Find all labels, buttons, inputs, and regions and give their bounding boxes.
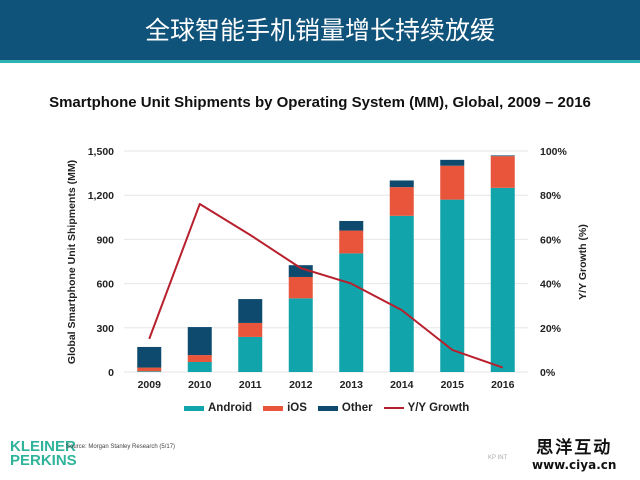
logo-line-1: KLEINER bbox=[10, 438, 76, 455]
legend-item-ios: iOS bbox=[263, 402, 307, 414]
watermark-url: www.ciya.cn bbox=[532, 458, 617, 472]
y-axis-right-ticks: 0% 20% 40% 60% 80% 100% bbox=[540, 146, 568, 379]
y2-tick-label: 40% bbox=[540, 279, 562, 291]
bar-other-2016 bbox=[490, 155, 515, 157]
bar-other-2012 bbox=[288, 265, 313, 277]
legend-label-ios: iOS bbox=[287, 402, 307, 414]
y-tick-label: 600 bbox=[96, 279, 114, 291]
y2-tick-label: 0% bbox=[540, 367, 556, 379]
y-tick-label: 1,200 bbox=[88, 190, 114, 202]
legend-item-other: Other bbox=[317, 402, 373, 414]
growth-line-group bbox=[148, 203, 504, 369]
slide-title: 全球智能手机销量增长持续放缓 bbox=[144, 16, 495, 45]
watermark-name: 思洋互动 bbox=[536, 438, 613, 458]
bar-ios-2011 bbox=[238, 322, 263, 337]
legend-swatch-ios bbox=[263, 405, 284, 411]
y2-tick-label: 80% bbox=[540, 190, 562, 202]
bar-ios-2015 bbox=[440, 165, 465, 200]
x-tick-label: 2013 bbox=[340, 379, 364, 391]
chart-legend: Android iOS Other Y/Y Growth bbox=[184, 399, 480, 417]
bar-android-2009 bbox=[137, 371, 162, 372]
watermark: 思洋互动 www.ciya.cn bbox=[532, 438, 616, 472]
legend-label-android: Android bbox=[208, 402, 253, 414]
y-axis-right-label: Y/Y Growth (%) bbox=[577, 224, 589, 300]
x-tick-label: 2016 bbox=[491, 379, 515, 391]
x-tick-label: 2011 bbox=[239, 379, 262, 391]
chart-title: Smartphone Unit Shipments by Operating S… bbox=[49, 94, 591, 111]
gridlines bbox=[124, 150, 528, 373]
bar-android-2016 bbox=[490, 187, 515, 372]
bar-other-2010 bbox=[187, 327, 212, 356]
x-tick-label: 2010 bbox=[188, 379, 212, 391]
x-tick-label: 2012 bbox=[289, 379, 313, 391]
legend-item-android: Android bbox=[184, 402, 252, 414]
bar-ios-2014 bbox=[389, 187, 414, 216]
y2-tick-label: 20% bbox=[540, 323, 562, 335]
bar-android-2012 bbox=[288, 298, 313, 372]
legend-label-growth: Y/Y Growth bbox=[407, 402, 470, 414]
bar-android-2014 bbox=[389, 215, 414, 372]
bar-android-2011 bbox=[238, 336, 263, 372]
header-accent-line bbox=[0, 60, 640, 63]
legend-swatch-growth bbox=[383, 407, 404, 409]
bar-android-2015 bbox=[440, 199, 465, 372]
x-tick-label: 2014 bbox=[390, 379, 414, 391]
legend-item-growth: Y/Y Growth bbox=[383, 402, 470, 414]
bar-ios-2012 bbox=[288, 276, 313, 299]
bar-other-2011 bbox=[238, 299, 263, 323]
source-note: Source: Morgan Stanley Research (5/17) bbox=[66, 444, 176, 450]
y-tick-label: 1,500 bbox=[88, 146, 114, 158]
y-tick-label: 900 bbox=[96, 234, 114, 246]
x-axis-ticks: 2009 2010 2011 2012 2013 2014 2015 2016 bbox=[138, 379, 515, 391]
bar-android-2013 bbox=[339, 253, 364, 372]
bar-other-2015 bbox=[440, 159, 465, 166]
y2-tick-label: 100% bbox=[540, 146, 568, 158]
legend-label-other: Other bbox=[341, 402, 373, 414]
bar-ios-2013 bbox=[339, 230, 364, 254]
y-tick-label: 0 bbox=[108, 367, 114, 379]
legend-swatch-android bbox=[184, 405, 204, 411]
page-tag: KP INT bbox=[488, 455, 508, 461]
bar-android-2010 bbox=[187, 361, 212, 372]
logo-line-2: PERKINS bbox=[10, 452, 77, 469]
header-bar bbox=[0, 0, 640, 60]
bar-other-2014 bbox=[389, 180, 414, 188]
bar-ios-2010 bbox=[187, 355, 212, 362]
x-tick-label: 2015 bbox=[441, 379, 465, 391]
bar-other-2013 bbox=[339, 220, 364, 231]
y2-tick-label: 60% bbox=[540, 234, 562, 246]
legend-swatch-other bbox=[317, 405, 338, 411]
x-tick-label: 2009 bbox=[138, 379, 162, 391]
y-axis-left-ticks: 0 300 600 900 1,200 1,500 bbox=[88, 146, 114, 379]
kleiner-perkins-logo: KLEINER PERKINS bbox=[10, 438, 77, 469]
bars bbox=[137, 155, 515, 372]
y-tick-label: 300 bbox=[96, 323, 114, 335]
growth-line bbox=[148, 203, 504, 369]
bar-other-2009 bbox=[137, 346, 162, 368]
bar-ios-2016 bbox=[490, 156, 515, 188]
y-axis-left-label: Global Smartphone Unit Shipments (MM) bbox=[66, 160, 78, 364]
bar-ios-2009 bbox=[137, 367, 162, 372]
